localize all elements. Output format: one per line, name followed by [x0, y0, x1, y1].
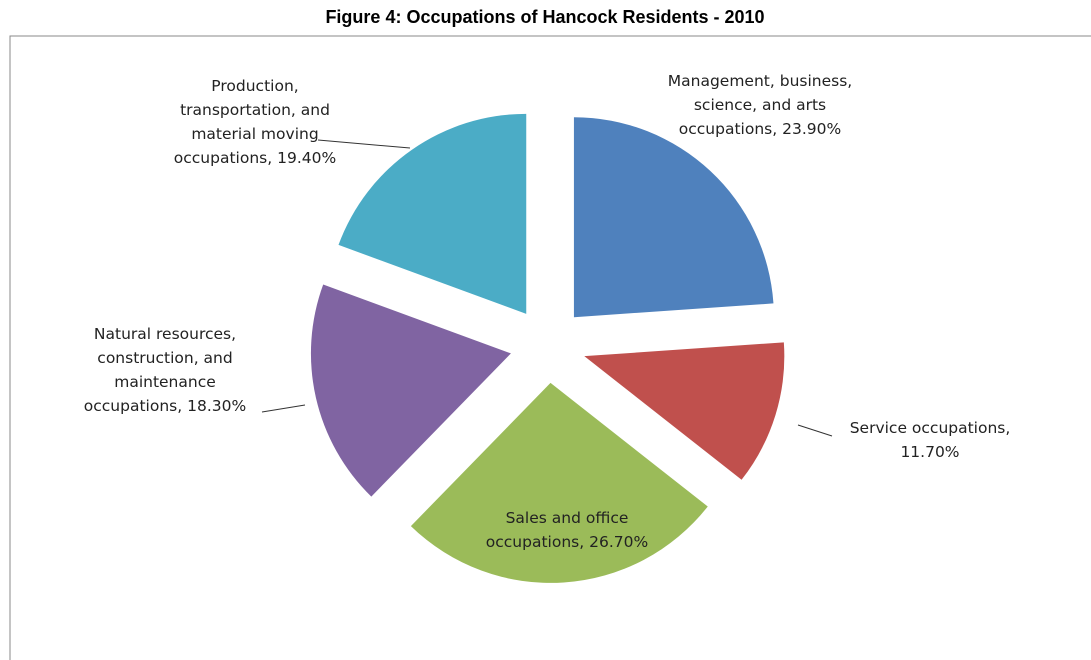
chart-title: Figure 4: Occupations of Hancock Residen… — [325, 7, 764, 27]
leader-line — [261, 404, 306, 413]
data-label: Production, transportation, and material m… — [174, 77, 336, 167]
pie-slice — [584, 342, 785, 480]
data-label: Management, business, science, and arts oc… — [668, 72, 852, 138]
data-label: Natural resources, construction, and maint… — [84, 325, 246, 415]
pie-slice — [410, 382, 708, 583]
data-label: Sales and office occupations, 26.70% — [486, 509, 648, 551]
pie-slice — [310, 284, 511, 497]
pie-slice — [338, 113, 527, 314]
leader-line — [317, 139, 411, 149]
leader-line — [797, 424, 833, 437]
data-label: Service occupations, 11.70% — [850, 419, 1011, 461]
pie-slice — [573, 117, 774, 318]
plot-frame — [9, 35, 1091, 660]
